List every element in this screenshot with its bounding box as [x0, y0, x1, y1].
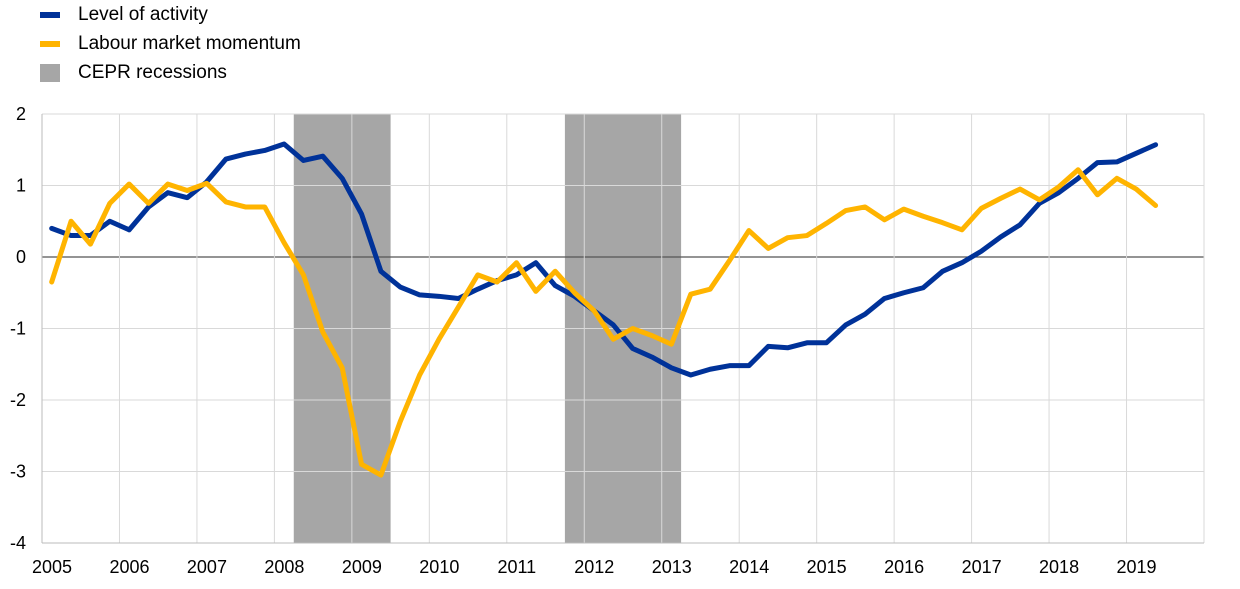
x-tick-label: 2011 — [497, 557, 536, 577]
y-tick-label: -4 — [10, 533, 26, 553]
legend-label: Labour market momentum — [78, 32, 301, 54]
x-tick-label: 2016 — [884, 557, 924, 577]
y-tick-label: 2 — [16, 104, 26, 124]
legend-item-level-of-activity: Level of activity — [40, 0, 301, 29]
series-line-level-of-activity — [49, 141, 1159, 378]
legend-item-labour-market-momentum: Labour market momentum — [40, 29, 301, 58]
x-tick-label: 2018 — [1039, 557, 1079, 577]
y-tick-label: -2 — [10, 390, 26, 410]
legend-label: CEPR recessions — [78, 61, 227, 83]
y-tick-label: 0 — [16, 247, 26, 267]
legend-swatch — [40, 40, 60, 47]
x-tick-label: 2012 — [574, 557, 614, 577]
legend-label: Level of activity — [78, 3, 208, 25]
x-tick-label: 2007 — [187, 557, 227, 577]
x-tick-label: 2010 — [419, 557, 459, 577]
x-tick-label: 2008 — [264, 557, 304, 577]
legend-swatch — [40, 63, 60, 82]
x-tick-label: 2017 — [962, 557, 1002, 577]
legend: Level of activity Labour market momentum… — [40, 0, 301, 87]
series-line-labour-market-momentum — [49, 167, 1159, 478]
legend-swatch — [40, 11, 60, 18]
y-tick-label: -3 — [10, 462, 26, 482]
y-tick-label: 1 — [16, 176, 26, 196]
x-tick-label: 2019 — [1117, 557, 1157, 577]
legend-item-cepr-recessions: CEPR recessions — [40, 58, 301, 87]
y-tick-label: -1 — [10, 319, 26, 339]
x-tick-label: 2013 — [652, 557, 692, 577]
x-tick-label: 2005 — [32, 557, 72, 577]
x-tick-label: 2009 — [342, 557, 382, 577]
x-tick-label: 2006 — [109, 557, 149, 577]
x-tick-label: 2015 — [807, 557, 847, 577]
x-tick-label: 2014 — [729, 557, 769, 577]
